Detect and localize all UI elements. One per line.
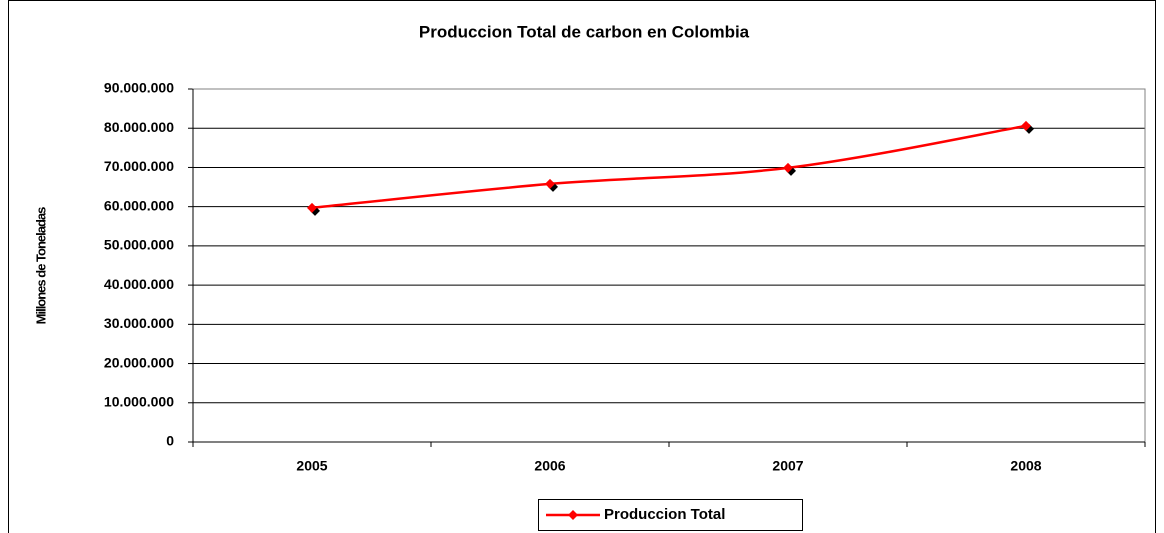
x-tick-label: 2008 [1010, 458, 1041, 474]
y-tick-label: 30.000.000 [104, 315, 174, 331]
y-axis-label: Millones de Toneladas [33, 207, 48, 325]
marker-point [783, 162, 793, 173]
y-tick-label: 50.000.000 [104, 237, 174, 253]
chart-title: Produccion Total de carbon en Colombia [419, 22, 750, 41]
y-tick-label: 80.000.000 [104, 119, 174, 135]
marker [545, 178, 558, 192]
marker-shadow [1024, 123, 1034, 134]
marker-point [307, 202, 317, 213]
series-line [311, 124, 1027, 210]
y-tick-label: 20.000.000 [104, 354, 174, 370]
chart-border [8, 0, 1156, 533]
x-tick-label: 2005 [296, 458, 327, 474]
y-tick-label: 70.000.000 [104, 158, 174, 174]
marker-point [545, 178, 555, 189]
marker [307, 202, 320, 216]
x-tick-label: 2007 [772, 458, 803, 474]
y-tick-label: 40.000.000 [104, 276, 174, 292]
y-tick-label: 10.000.000 [104, 393, 174, 409]
marker-point [1021, 120, 1031, 131]
marker [783, 162, 796, 176]
legend-label: Produccion Total [604, 506, 725, 523]
y-tick-label: 90.000.000 [104, 80, 174, 96]
x-tick-label: 2006 [534, 458, 565, 474]
y-tick-label: 0 [166, 433, 174, 449]
legend-marker [568, 510, 578, 520]
marker [1021, 120, 1034, 134]
y-tick-label: 60.000.000 [104, 197, 174, 213]
